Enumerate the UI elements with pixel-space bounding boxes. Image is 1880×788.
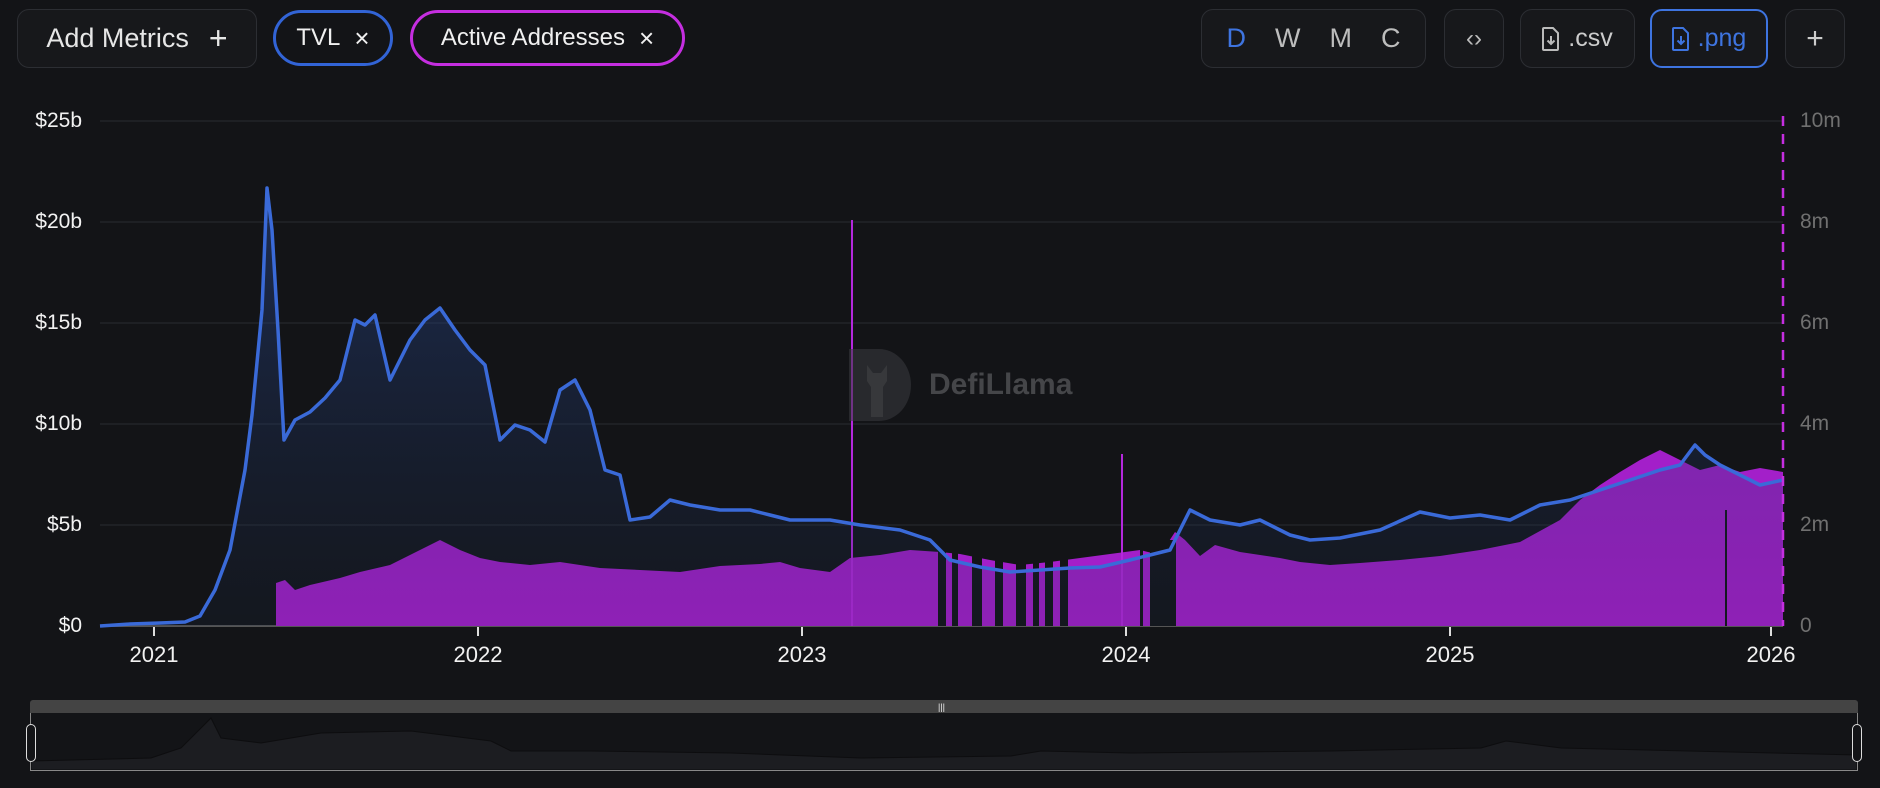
- metric-pill-label: TVL: [296, 24, 341, 51]
- png-label: .png: [1697, 24, 1747, 52]
- metric-pill-label: Active Addresses: [440, 24, 625, 51]
- brush-window: [30, 713, 1858, 771]
- x-axis-label: 2021: [129, 642, 179, 667]
- brush-preview: [31, 717, 1857, 770]
- watermark-text: DefiLlama: [929, 368, 1073, 401]
- add-metrics-label: Add Metrics: [46, 23, 189, 53]
- close-icon[interactable]: ×: [354, 23, 370, 53]
- range-brush[interactable]: |||: [26, 700, 1862, 772]
- code-icon: ‹›: [1466, 24, 1482, 52]
- y-axis-label-right: 0: [1800, 614, 1812, 637]
- embed-button[interactable]: ‹›: [1444, 9, 1504, 68]
- y-axis-label-left: $20b: [35, 210, 82, 233]
- y-axis-label-right: 8m: [1800, 210, 1830, 233]
- x-axis-label: 2025: [1425, 642, 1475, 667]
- file-download-icon: [1671, 26, 1689, 51]
- x-axis-label: 2023: [777, 642, 827, 667]
- granularity-daily[interactable]: D: [1226, 23, 1247, 53]
- y-axis-label-right: 2m: [1800, 513, 1830, 536]
- watermark: DefiLlama: [845, 345, 1072, 425]
- granularity-cumulative[interactable]: C: [1380, 23, 1401, 53]
- plus-icon: +: [1806, 21, 1824, 55]
- x-axis-label: 2026: [1746, 642, 1796, 667]
- defillama-logo-icon: [849, 349, 911, 421]
- y-axis-label-left: $25b: [35, 109, 82, 132]
- toolbar: Add Metrics + TVL × Active Addresses × D…: [0, 0, 1880, 76]
- x-axis-label: 2022: [453, 642, 503, 667]
- tvl-line: [99, 186, 1784, 628]
- metric-pill-tvl[interactable]: TVL ×: [273, 10, 393, 66]
- y-axis-label-right: 10m: [1800, 109, 1841, 132]
- chart-area[interactable]: $25b $20b $15b $10b $5b $0 10m 8m 6m 4m …: [0, 80, 1880, 680]
- y-axis-label-right: 4m: [1800, 412, 1830, 435]
- y-axis-label-right: 6m: [1800, 311, 1830, 334]
- close-icon[interactable]: ×: [638, 23, 655, 53]
- download-csv-button[interactable]: .csv: [1520, 9, 1635, 68]
- download-png-button[interactable]: .png: [1650, 9, 1768, 68]
- add-chart-button[interactable]: +: [1785, 9, 1845, 68]
- granularity-weekly[interactable]: W: [1275, 23, 1301, 53]
- y-axis-label-left: $5b: [46, 513, 82, 536]
- brush-handle-left[interactable]: [26, 724, 36, 762]
- plot[interactable]: [0, 80, 1880, 680]
- granularity-monthly[interactable]: M: [1329, 23, 1352, 53]
- y-axis-label-left: $15b: [35, 311, 82, 334]
- csv-label: .csv: [1568, 24, 1613, 52]
- brush-handle-right[interactable]: [1852, 724, 1862, 762]
- tvl-area: [100, 188, 1783, 626]
- x-axis-label: 2024: [1101, 642, 1151, 667]
- grip-icon: |||: [938, 702, 946, 712]
- metric-pill-active-addresses[interactable]: Active Addresses ×: [410, 10, 685, 66]
- plus-icon: +: [208, 20, 228, 56]
- file-download-icon: [1542, 26, 1560, 51]
- y-axis-label-left: $0: [58, 614, 82, 637]
- y-axis-label-left: $10b: [35, 412, 82, 435]
- add-metrics-button[interactable]: Add Metrics +: [17, 9, 257, 68]
- granularity-toggle: D W M C: [1201, 9, 1426, 68]
- brush-drag-bar[interactable]: |||: [30, 700, 1858, 713]
